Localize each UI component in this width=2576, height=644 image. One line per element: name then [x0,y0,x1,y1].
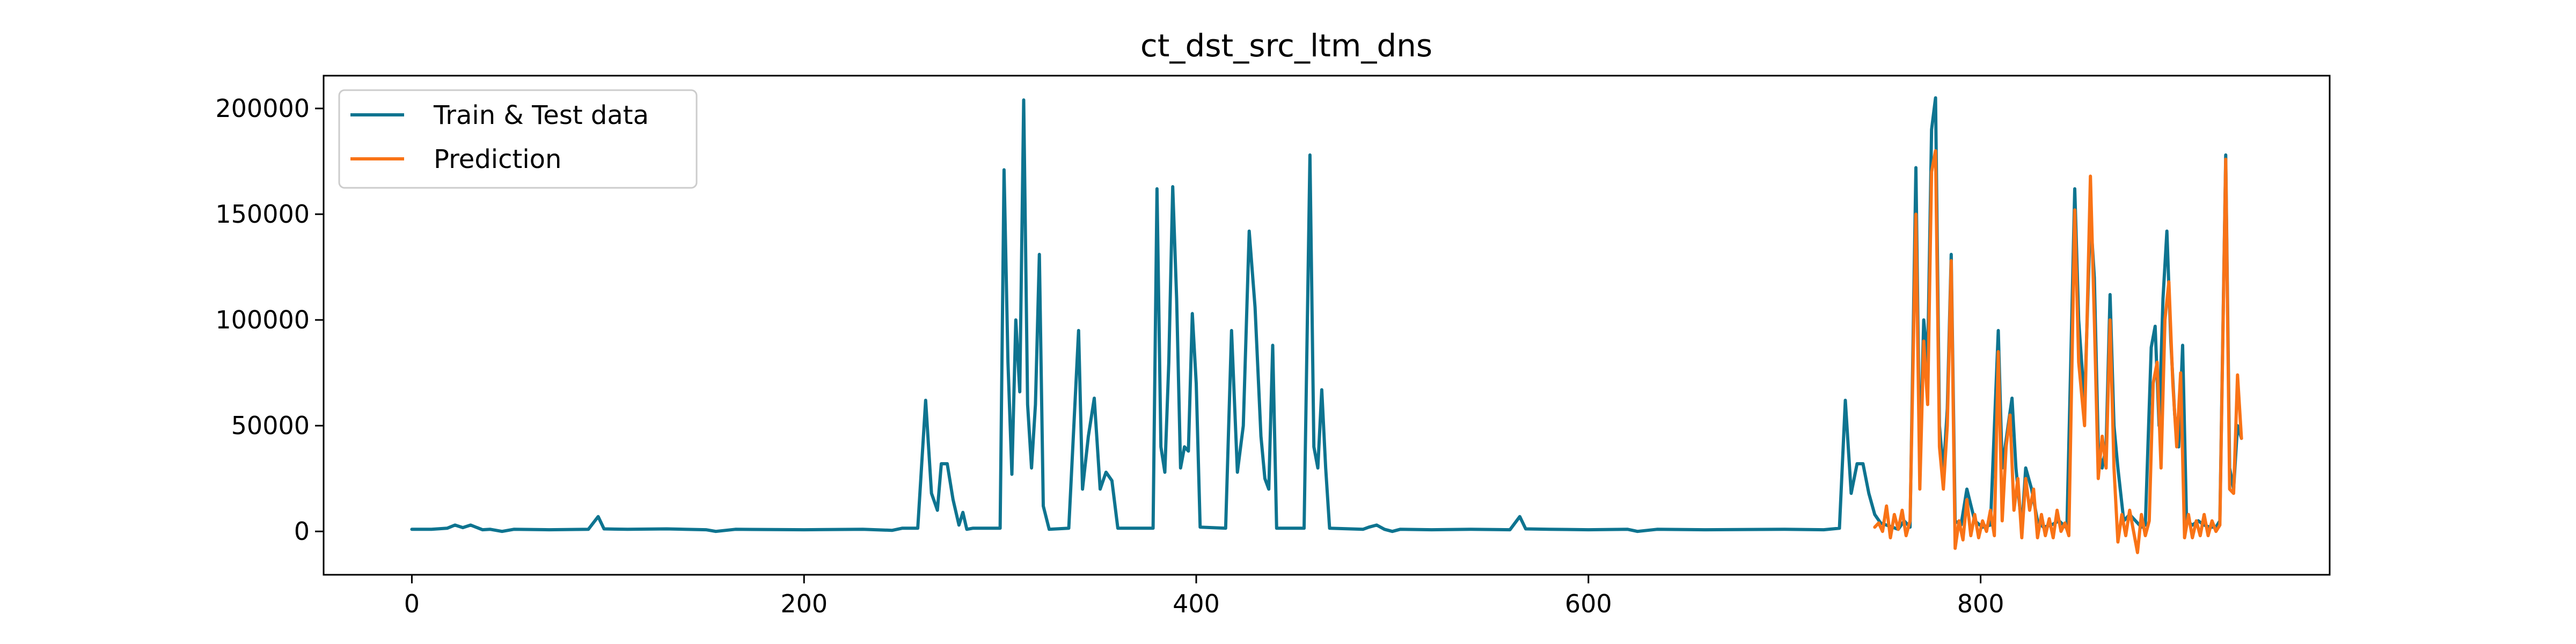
y-tick-label: 0 [294,517,310,546]
y-tick-label: 200000 [215,94,310,123]
chart-title: ct_dst_src_ltm_dns [1140,27,1432,64]
x-tick-label: 800 [1957,589,2004,618]
x-tick-label: 0 [404,589,420,618]
legend-box [338,89,698,189]
series-line-prediction [1873,149,2243,554]
y-tick-label: 150000 [215,200,310,229]
x-tick-label: 400 [1173,589,1220,618]
plot-frame [323,75,2331,576]
legend: Train & Test data Prediction [338,89,698,189]
y-axis: 0 50000 100000 150000 200000 [215,94,324,546]
legend-label-train-test: Train & Test data [433,100,649,130]
legend-label-prediction: Prediction [434,144,561,174]
x-axis: 0 200 400 600 800 [404,575,2004,618]
x-tick-label: 600 [1565,589,1612,618]
y-tick-label: 50000 [231,411,310,440]
plot-area [410,96,2243,554]
y-tick-label: 100000 [215,305,310,334]
x-tick-label: 200 [780,589,828,618]
